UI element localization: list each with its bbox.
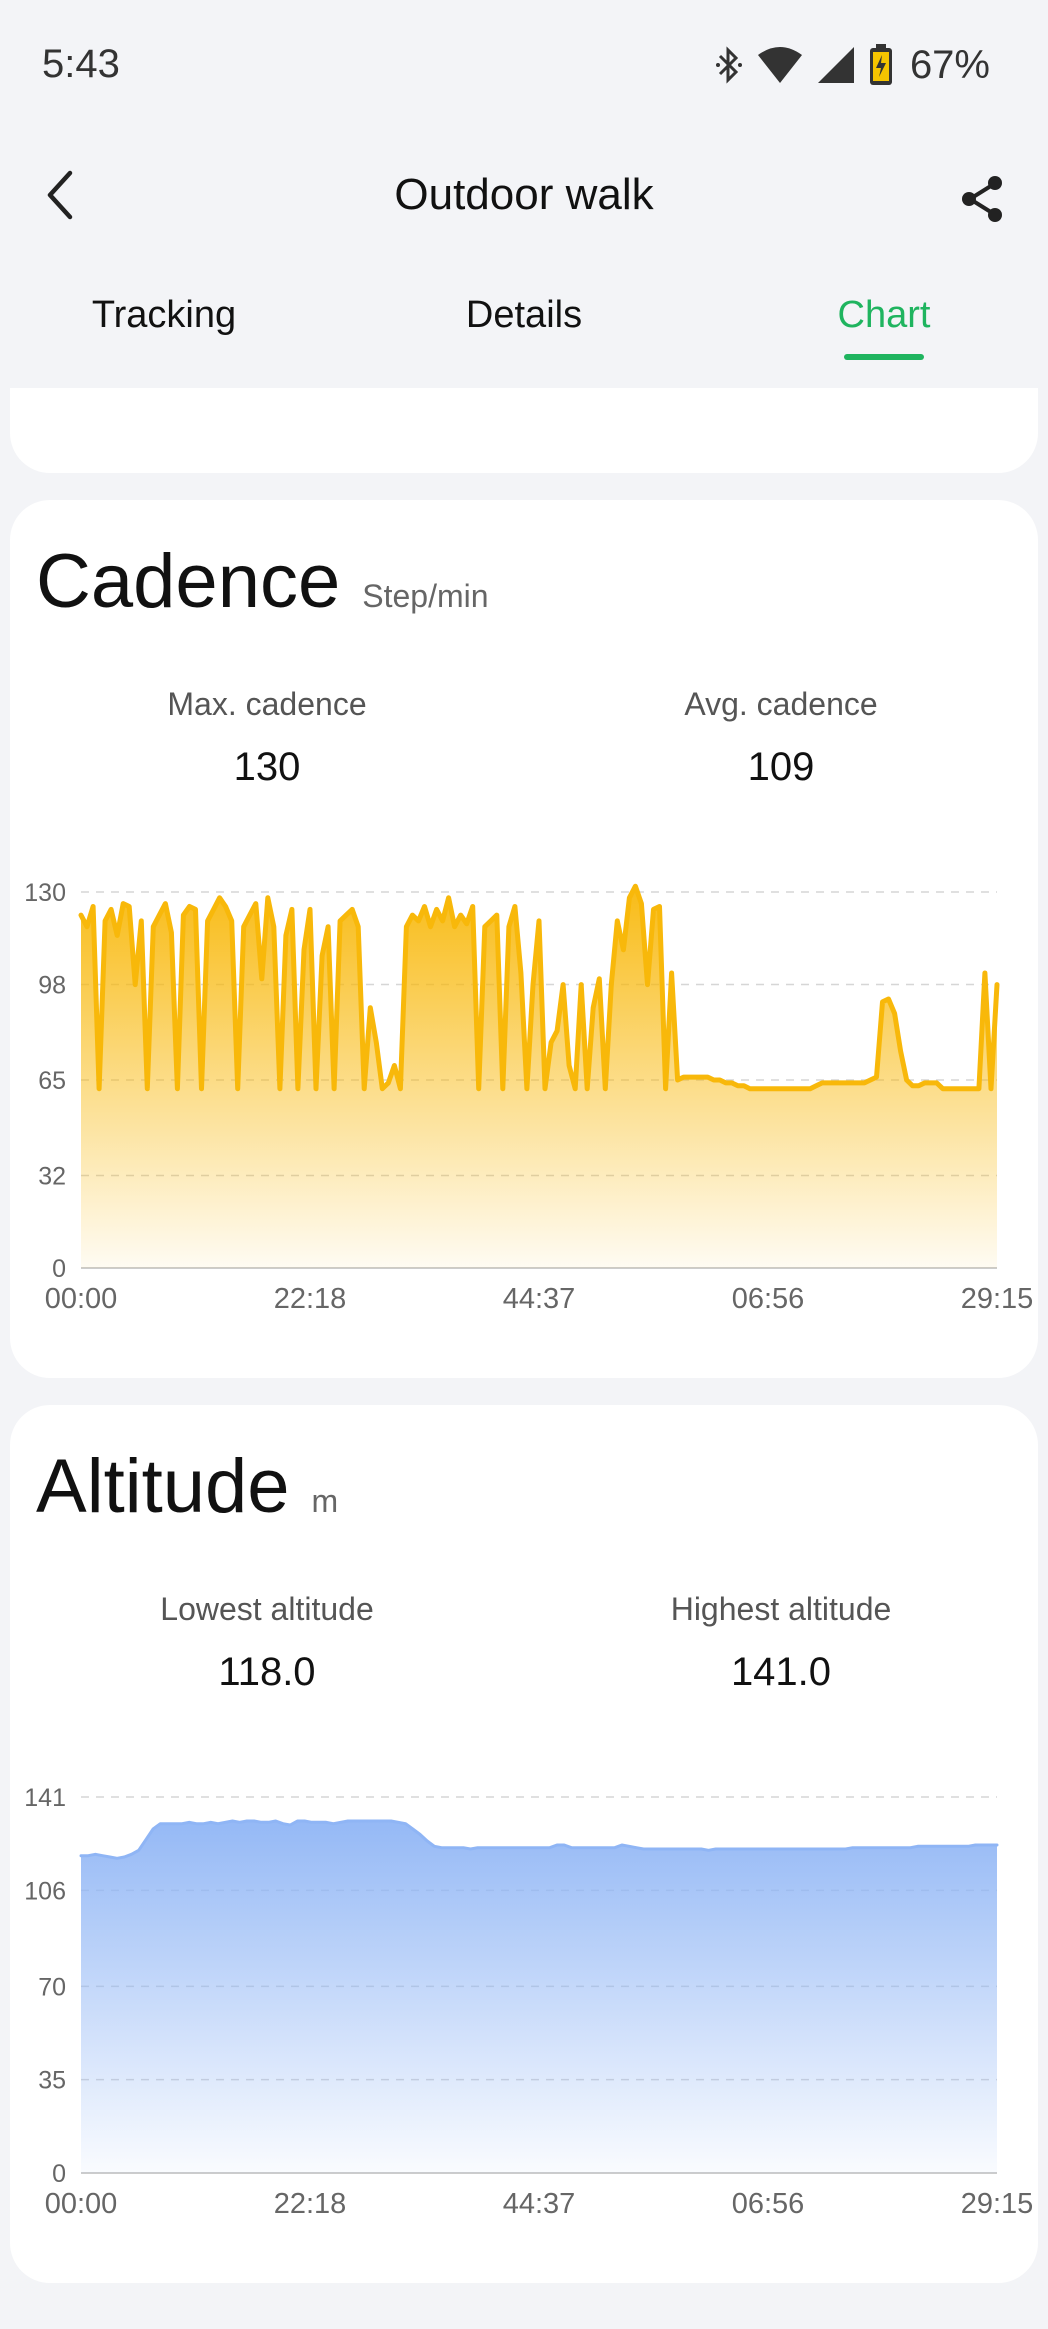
- active-tab-indicator: [844, 354, 924, 360]
- status-time: 5:43: [42, 42, 120, 86]
- altitude-x-tick-label: 06:56: [732, 2188, 805, 2220]
- altitude-x-tick-label: 22:18: [274, 2188, 347, 2220]
- altitude-header: Altitude m: [36, 1443, 338, 1530]
- altitude-y-tick-label: 70: [38, 1973, 66, 2001]
- lowest-altitude-stat: Lowest altitude 118.0: [67, 1591, 467, 1695]
- tab-bar: Tracking Details Chart: [0, 280, 1048, 370]
- highest-altitude-value: 141.0: [730, 1650, 832, 1694]
- chevron-left-icon: [47, 170, 73, 220]
- altitude-y-tick-label: 106: [24, 1877, 66, 1905]
- page-title: Outdoor walk: [394, 170, 654, 219]
- altitude-x-tick-label: 44:37: [503, 2188, 576, 2220]
- altitude-y-tick-label: 141: [24, 1784, 66, 1812]
- previous-card: [10, 388, 1038, 473]
- cellular-icon: [816, 45, 856, 85]
- cadence-y-tick-label: 98: [38, 972, 66, 1000]
- battery-percentage: 67%: [909, 42, 990, 87]
- altitude-x-tick-label: 00:00: [45, 2188, 118, 2220]
- altitude-y-tick-label: 35: [38, 2067, 66, 2095]
- max-cadence-stat: Max. cadence 130: [67, 686, 467, 790]
- altitude-area: [81, 1821, 997, 2173]
- cadence-x-tick-label: 22:18: [274, 1283, 347, 1315]
- wifi-icon: [756, 45, 804, 85]
- highest-altitude-label: Highest altitude: [670, 1591, 892, 1627]
- tab-details[interactable]: Details: [465, 294, 583, 336]
- cadence-card: Cadence Step/min Max. cadence 130 Avg. c…: [10, 500, 1038, 1378]
- altitude-card: Altitude m Lowest altitude 118.0 Highest…: [10, 1405, 1038, 2283]
- lowest-altitude-label: Lowest altitude: [160, 1591, 374, 1627]
- altitude-title: Altitude: [36, 1444, 290, 1529]
- share-icon: [962, 176, 1002, 222]
- altitude-y-tick-label: 0: [52, 2160, 66, 2188]
- cadence-x-tick-label: 00:00: [45, 1283, 118, 1315]
- altitude-line: [79, 1819, 999, 1860]
- cadence-y-tick-label: 65: [38, 1067, 66, 1095]
- cadence-x-tick-label: 44:37: [503, 1283, 576, 1315]
- cadence-y-tick-label: 0: [52, 1255, 66, 1283]
- altitude-unit: m: [311, 1483, 339, 1519]
- cadence-line: [78, 883, 1000, 1092]
- bluetooth-icon: [714, 45, 744, 85]
- highest-altitude-stat: Highest altitude 141.0: [581, 1591, 981, 1695]
- avg-cadence-stat: Avg. cadence 109: [581, 686, 981, 790]
- cadence-header: Cadence Step/min: [36, 538, 489, 625]
- avg-cadence-value: 109: [747, 745, 815, 789]
- avg-cadence-label: Avg. cadence: [684, 686, 878, 722]
- battery-charging-icon: [868, 43, 894, 87]
- share-button[interactable]: [948, 164, 1018, 234]
- cadence-x-tick-label: 06:56: [732, 1283, 805, 1315]
- cadence-y-tick-label: 130: [24, 879, 66, 907]
- back-button[interactable]: [30, 160, 90, 230]
- max-cadence-value: 130: [233, 745, 301, 789]
- status-icons: 67%: [714, 40, 990, 90]
- cadence-unit: Step/min: [362, 578, 489, 614]
- cadence-x-tick-label: 29:15: [961, 1283, 1034, 1315]
- cadence-y-tick-label: 32: [38, 1162, 66, 1190]
- app-header: Outdoor walk: [0, 130, 1048, 270]
- tab-tracking[interactable]: Tracking: [91, 294, 237, 336]
- altitude-chart: 141 106 70 35 000:00 22:18 44:37 06:56 29:15: [24, 1784, 1034, 2220]
- cadence-title: Cadence: [36, 539, 341, 624]
- lowest-altitude-value: 118.0: [218, 1650, 316, 1694]
- max-cadence-label: Max. cadence: [167, 686, 367, 722]
- cadence-chart: 130 98 65 32 000:00 22:18 44:37 06:56 29:15: [24, 879, 1034, 1315]
- status-bar: 5:43 67%: [0, 0, 1048, 130]
- altitude-x-tick-label: 29:15: [961, 2188, 1034, 2220]
- tab-chart[interactable]: Chart: [837, 294, 931, 336]
